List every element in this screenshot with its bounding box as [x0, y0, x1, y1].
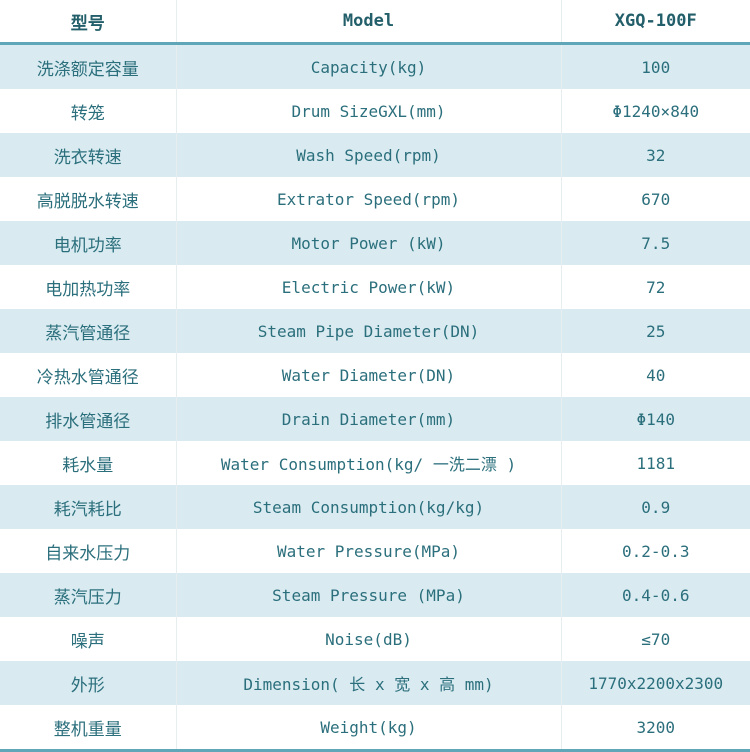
table-row: 蒸汽管通径 Steam Pipe Diameter(DN) 25: [0, 309, 750, 353]
spec-name-zh: 蒸汽管通径: [0, 309, 176, 353]
spec-value: 670: [560, 177, 750, 221]
header-row: 型号 Model XGQ-100F: [0, 0, 750, 45]
table-row: 耗水量 Water Consumption(kg/ 一洗二漂 ) 1181: [0, 441, 750, 485]
spec-name-zh: 转笼: [70, 103, 105, 124]
spec-value: 40: [560, 353, 750, 397]
spec-value: 100: [560, 43, 750, 89]
table-row: 转笼 Drum SizeGXL(mm) Φ1240×840: [0, 89, 750, 133]
spec-name-en: Water Pressure(MPa): [175, 529, 561, 573]
spec-name-zh: 冷热水管通径: [36, 367, 139, 388]
spec-value: Φ140: [560, 397, 750, 441]
spec-name-zh: 蒸汽压力: [0, 573, 176, 617]
spec-name-en: Noise(dB): [175, 617, 561, 661]
spec-value: 0.9: [560, 485, 750, 529]
header-model-en: Model: [175, 0, 561, 45]
spec-name-zh: 排水管通径: [0, 397, 176, 441]
spec-value: Φ1240×840: [560, 89, 750, 133]
spec-value: 25: [560, 309, 750, 353]
spec-name-en: Dimension( 长 x 宽 x 高 mm): [175, 661, 561, 705]
spec-name-en: Steam Consumption(kg/kg): [175, 485, 561, 529]
spec-name-zh: 耗汽耗比: [0, 485, 176, 529]
spec-name-en: Electric Power(kW): [175, 265, 561, 309]
table-row: 洗涤额定容量 Capacity(kg) 100: [0, 43, 750, 89]
table-row: 整机重量 Weight(kg) 3200: [0, 705, 750, 752]
spec-name-zh: 整机重量: [0, 705, 176, 752]
table-row: 电加热功率 Electric Power(kW) 72: [0, 265, 750, 309]
spec-value: ≤70: [560, 617, 750, 661]
spec-name-en: Water Consumption(kg/ 一洗二漂 ): [175, 441, 561, 485]
spec-name-zh: 洗衣转速: [0, 133, 176, 177]
spec-name-en: Weight(kg): [175, 705, 561, 752]
spec-name-zh: 电机功率: [0, 221, 176, 265]
spec-name-en: Capacity(kg): [175, 43, 561, 89]
table-row: 冷热水管通径 Water Diameter(DN) 40: [0, 353, 750, 397]
spec-name-zh: 自来水压力: [45, 543, 131, 564]
spec-value: 0.2-0.3: [560, 529, 750, 573]
spec-name-en: Extrator Speed(rpm): [175, 177, 561, 221]
spec-name-zh: 耗水量: [62, 455, 114, 476]
spec-name-en: Steam Pressure (MPa): [175, 573, 561, 617]
spec-name-zh: 高脱脱水转速: [36, 191, 139, 212]
spec-value: 3200: [560, 705, 750, 752]
header-model-zh: 型号: [0, 0, 176, 45]
spec-value: 7.5: [560, 221, 750, 265]
table-row: 外形 Dimension( 长 x 宽 x 高 mm) 1770x2200x2300: [0, 661, 750, 705]
spec-name-zh: 外形: [0, 661, 176, 705]
table-row: 高脱脱水转速 Extrator Speed(rpm) 670: [0, 177, 750, 221]
table-row: 噪声 Noise(dB) ≤70: [0, 617, 750, 661]
spec-name-en: Motor Power (kW): [175, 221, 561, 265]
spec-name-en: Wash Speed(rpm): [175, 133, 561, 177]
spec-value: 32: [560, 133, 750, 177]
header-model-value: XGQ-100F: [560, 0, 750, 45]
spec-name-en: Drain Diameter(mm): [175, 397, 561, 441]
table-row: 自来水压力 Water Pressure(MPa) 0.2-0.3: [0, 529, 750, 573]
spec-name-zh: 洗涤额定容量: [0, 43, 176, 89]
table-row: 耗汽耗比 Steam Consumption(kg/kg) 0.9: [0, 485, 750, 529]
spec-value: 1181: [560, 441, 750, 485]
spec-name-zh: 电加热功率: [45, 279, 131, 300]
spec-name-en: Steam Pipe Diameter(DN): [175, 309, 561, 353]
table-row: 蒸汽压力 Steam Pressure (MPa) 0.4-0.6: [0, 573, 750, 617]
spec-name-en: Water Diameter(DN): [175, 353, 561, 397]
spec-value: 0.4-0.6: [560, 573, 750, 617]
spec-name-zh: 噪声: [70, 631, 105, 652]
spec-value: 1770x2200x2300: [560, 661, 750, 705]
table-row: 排水管通径 Drain Diameter(mm) Φ140: [0, 397, 750, 441]
spec-name-en: Drum SizeGXL(mm): [175, 89, 561, 133]
spec-value: 72: [560, 265, 750, 309]
table-row: 洗衣转速 Wash Speed(rpm) 32: [0, 133, 750, 177]
table-row: 电机功率 Motor Power (kW) 7.5: [0, 221, 750, 265]
